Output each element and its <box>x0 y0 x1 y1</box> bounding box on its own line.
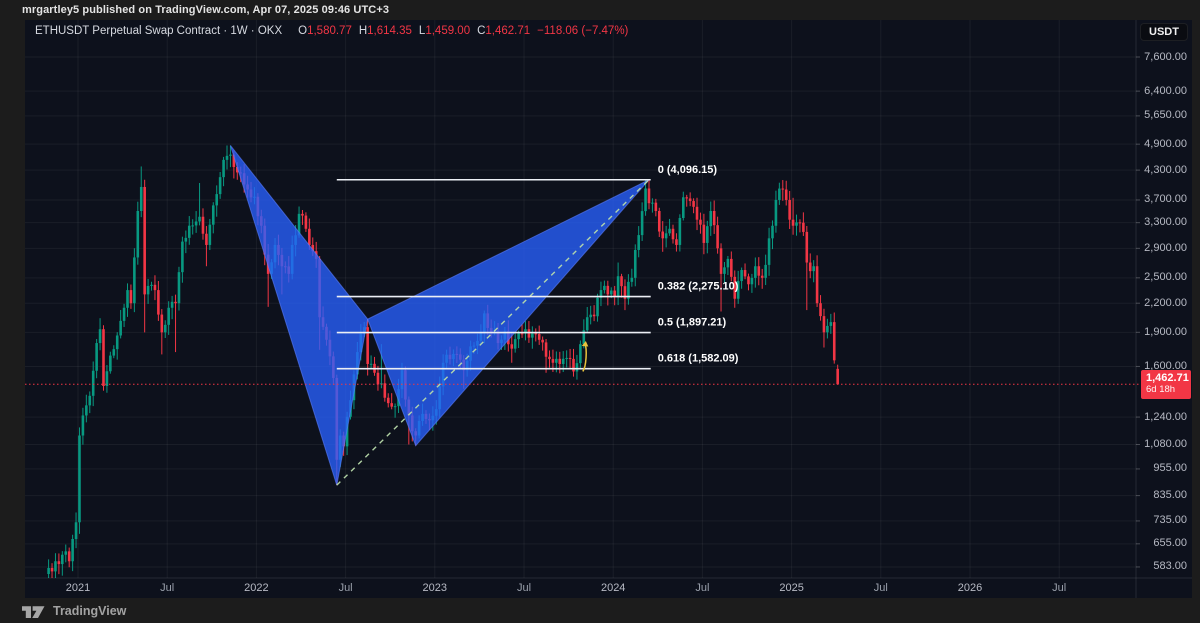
symbol-legend: ETHUSDT Perpetual Swap Contract · 1W · O… <box>35 25 628 41</box>
ohlc-key: H <box>358 25 368 37</box>
ohlc-key: C <box>477 25 486 37</box>
publish-text: mrgartley5 published on TradingView.com,… <box>22 4 390 16</box>
symbol-title: ETHUSDT Perpetual Swap Contract · 1W · O… <box>35 25 283 37</box>
ohlc-value: 1,462.71 <box>485 25 531 37</box>
grid <box>25 20 1136 578</box>
tradingview-wordmark[interactable]: TradingView <box>53 603 127 618</box>
arrow-annotation[interactable] <box>581 341 589 372</box>
xabcd-pattern[interactable] <box>229 145 650 486</box>
fib-retracement[interactable]: 0 (4,096.15) 0.382 (2,275.10) 0.5 (1,897.2… <box>336 164 739 370</box>
ohlc-value: 1,459.00 <box>425 25 471 37</box>
publish-info: mrgartley5 published on TradingView.com,… <box>0 0 1200 20</box>
footer: TradingView <box>0 598 1200 623</box>
ohlc-value: 1,580.77 <box>307 25 352 37</box>
ohlc-values: O1,580.77 H1,614.35 L1,459.00 C1,462.71 <box>291 25 530 37</box>
tradingview-logo-icon[interactable] <box>22 603 45 618</box>
change-value: −118.06 (−7.47%) <box>537 25 629 37</box>
pattern-ad-dashed-line <box>336 179 650 486</box>
ohlc-key: O <box>298 25 308 37</box>
fib-level-label: 0.618 (1,582.09) <box>658 353 739 365</box>
last-price-value: 1,462.71 <box>1146 371 1189 384</box>
last-price-label: 1,462.71 6d 18h <box>1141 369 1191 399</box>
ohlc-key: L <box>418 25 426 37</box>
currency-badge-usdt[interactable]: USDT <box>1140 23 1188 41</box>
bar-countdown: 6d 18h <box>1146 383 1176 395</box>
fib-level-label: 0.382 (2,275.10) <box>658 281 739 293</box>
chart-area[interactable]: 0 (4,096.15) 0.382 (2,275.10) 0.5 (1,897.2… <box>25 20 1192 598</box>
fib-level-label: 0 (4,096.15) <box>658 164 718 176</box>
fib-level-label: 0.5 (1,897.21) <box>658 317 727 329</box>
candlestick-chart[interactable]: 0 (4,096.15) 0.382 (2,275.10) 0.5 (1,897.2… <box>25 20 1192 598</box>
ohlc-value: 1,614.35 <box>367 25 412 37</box>
